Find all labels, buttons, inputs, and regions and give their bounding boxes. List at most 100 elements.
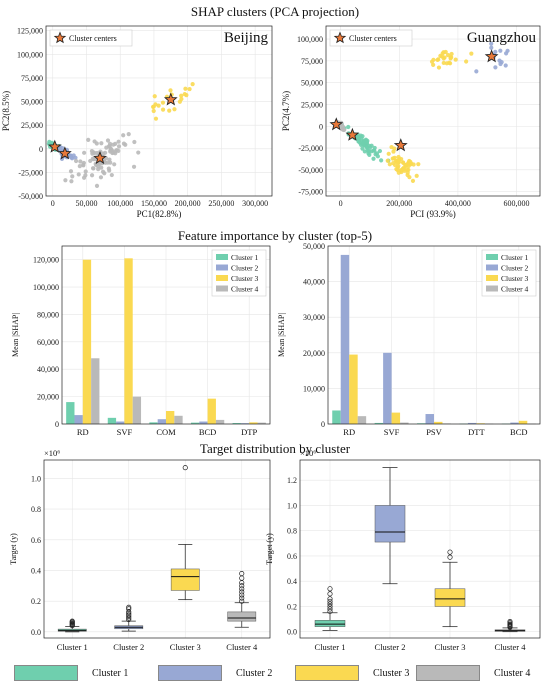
scatter-point — [73, 155, 78, 160]
bar — [349, 354, 358, 424]
y-tick-label: -25,000 — [298, 144, 323, 153]
scatter-point — [49, 140, 54, 145]
scatter-point — [438, 53, 443, 58]
x-tick-label: SVF — [384, 427, 400, 437]
x-tick-label: RD — [77, 427, 89, 437]
x-tick-label: 50,000 — [75, 199, 97, 208]
scatter-point — [442, 55, 447, 60]
y-tick-label: 50,000 — [303, 242, 325, 251]
legend-swatch — [216, 285, 228, 292]
x-tick-label: 250,000 — [208, 199, 234, 208]
y-tick-label: 75,000 — [301, 57, 323, 66]
y-tick-label: 0.8 — [31, 505, 41, 514]
scatter-point — [98, 175, 104, 180]
y-tick-label: 0.6 — [287, 552, 297, 561]
bar — [332, 410, 341, 424]
box-flier — [327, 596, 333, 602]
scatter-point — [443, 49, 448, 55]
x-tick-label: BCD — [199, 427, 216, 437]
scatter-point — [190, 82, 195, 87]
scatter-point — [342, 127, 347, 132]
bar — [434, 421, 443, 424]
pca_beijing-group: 0 50,000 100,000 150,000 200,000 250,000 300,0… — [1, 25, 273, 219]
box-flier — [327, 606, 333, 612]
scatter-point — [400, 160, 406, 165]
x-tick-label: PSV — [426, 427, 442, 437]
scatter-point — [177, 99, 182, 104]
y-tick-label: 0 — [319, 122, 323, 131]
city-label: Guangzhou — [467, 30, 537, 46]
bar — [157, 419, 166, 424]
scatter-point — [116, 148, 121, 154]
scatter-point — [89, 149, 95, 154]
box-flier — [182, 465, 188, 471]
cluster-center-star — [484, 49, 499, 63]
scatter-point — [498, 48, 503, 53]
legend-label: Cluster 4 — [501, 285, 529, 294]
scatter-point — [367, 152, 372, 157]
bar — [467, 422, 477, 424]
scatter-point — [411, 162, 416, 167]
legend-label-cluster-1: Cluster 1 — [92, 667, 129, 679]
scatter-point — [121, 133, 126, 138]
scatter-point — [104, 145, 109, 150]
scatter-point — [179, 93, 184, 98]
scatter-point — [429, 59, 435, 64]
box-flier — [447, 554, 453, 560]
x-tick-label: COM — [156, 427, 176, 437]
scatter-point — [92, 139, 97, 144]
legend-item-cluster-3: Cluster 3 — [295, 662, 409, 684]
scatter-point — [76, 172, 81, 177]
bar — [374, 422, 384, 424]
y-tick-label: 0.0 — [31, 628, 41, 637]
scatter-point — [386, 151, 391, 156]
scatter-point — [489, 41, 494, 46]
bar — [232, 423, 241, 424]
scatter-point — [131, 164, 137, 169]
y-tick-label: 75,000 — [21, 74, 43, 83]
y-tick-label: -50,000 — [18, 192, 43, 201]
x-tick-label: Cluster 3 — [435, 642, 466, 652]
x-tick-label: DTT — [468, 427, 485, 437]
legend-label: Cluster 2 — [231, 264, 259, 273]
legend-label: Cluster 2 — [501, 264, 529, 273]
scatter-point — [448, 56, 453, 61]
y-tick-label: 40,000 — [303, 278, 325, 287]
y-tick-label: 1.0 — [287, 501, 297, 510]
legend-swatch-cluster-4 — [416, 665, 480, 681]
scatter-point — [69, 179, 74, 184]
scatter-point — [94, 183, 100, 188]
scatter-point — [82, 150, 87, 155]
scatter-point — [431, 62, 436, 67]
scatter-point — [416, 162, 421, 167]
scatter-point — [151, 108, 156, 114]
y-tick-label: 80,000 — [37, 310, 59, 319]
scatter-point — [403, 162, 408, 168]
y-tick-label: 20,000 — [37, 393, 59, 402]
box-flier — [327, 608, 333, 615]
centers-legend-star — [333, 31, 347, 44]
scatter-point — [109, 172, 114, 178]
bar — [391, 412, 401, 424]
bar — [149, 422, 158, 424]
scatter-point — [387, 162, 392, 167]
bar — [166, 410, 175, 424]
scatter-point — [116, 139, 121, 144]
scatter-point — [83, 169, 88, 174]
legend-swatch — [216, 275, 228, 281]
box-flier — [239, 598, 245, 604]
scatter-point — [410, 178, 416, 183]
scatter-point — [392, 155, 397, 160]
bar — [357, 416, 367, 424]
bar — [340, 254, 350, 424]
scatter-point — [449, 51, 454, 57]
box-flier — [126, 604, 132, 610]
legend-item-cluster-1: Cluster 1 — [14, 662, 128, 684]
scatter-point — [503, 63, 508, 68]
scatter-point — [385, 158, 390, 163]
target_beijing-frame — [43, 459, 271, 639]
y-tick-label: 10,000 — [303, 384, 325, 393]
importance-section-title: Feature importance by cluster (top-5) — [177, 228, 373, 243]
scatter-point — [401, 166, 407, 172]
scatter-point — [453, 57, 458, 62]
